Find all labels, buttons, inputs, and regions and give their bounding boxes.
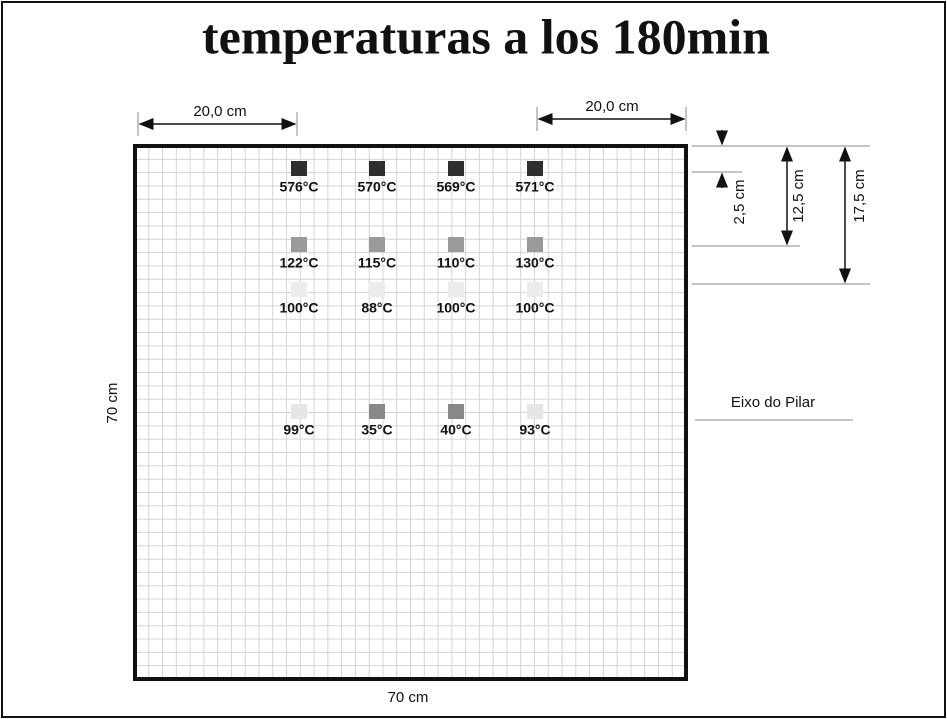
title: temperaturas a los 180min (202, 8, 770, 64)
temperature-label: 571°C (515, 179, 554, 195)
temperature-label: 122°C (279, 255, 318, 271)
sensor (291, 237, 307, 252)
sensor (291, 161, 307, 176)
sensor (369, 237, 385, 252)
temperature-label: 99°C (283, 422, 314, 438)
sensor (448, 404, 464, 419)
sensor (527, 237, 543, 252)
dimension-label: 70 cm (104, 383, 121, 424)
temperature-label: 93°C (519, 422, 550, 438)
temperature-label: 570°C (357, 179, 396, 195)
dimension-label: 17,5 cm (851, 169, 868, 222)
temperature-label: 88°C (361, 300, 392, 316)
sensor (448, 237, 464, 252)
sensor (291, 282, 307, 297)
temperature-label: 130°C (515, 255, 554, 271)
sensor (369, 161, 385, 176)
sensor (369, 404, 385, 419)
grid (135, 146, 686, 679)
sensors: 576°C 570°C 569°C 571°C 122°C 115°C 110°C 130°C… (279, 161, 555, 438)
sensor (527, 282, 543, 297)
sensor (527, 404, 543, 419)
sensor (291, 404, 307, 419)
temperature-label: 110°C (437, 255, 475, 271)
sensor (369, 282, 385, 297)
temperature-label: 576°C (279, 179, 318, 195)
temperature-label: 35°C (361, 422, 392, 438)
sensor (527, 161, 543, 176)
dimension-label: 2,5 cm (731, 179, 748, 224)
section-outline (133, 144, 688, 681)
sensor (448, 161, 464, 176)
temperature-label: 569°C (436, 179, 475, 195)
temperature-label: 100°C (515, 300, 554, 316)
dimension-label: 20,0 cm (585, 98, 638, 115)
temperature-label: 100°C (436, 300, 475, 316)
temperature-label: 115°C (358, 255, 396, 271)
temperature-label: 100°C (279, 300, 318, 316)
dimension-label: 70 cm (388, 689, 429, 706)
axis-label: Eixo do Pilar (731, 394, 815, 411)
temperature-label: 40°C (440, 422, 471, 438)
sensor (448, 282, 464, 297)
dimension-label: 20,0 cm (193, 103, 246, 120)
dimension-label: 12,5 cm (790, 169, 807, 222)
